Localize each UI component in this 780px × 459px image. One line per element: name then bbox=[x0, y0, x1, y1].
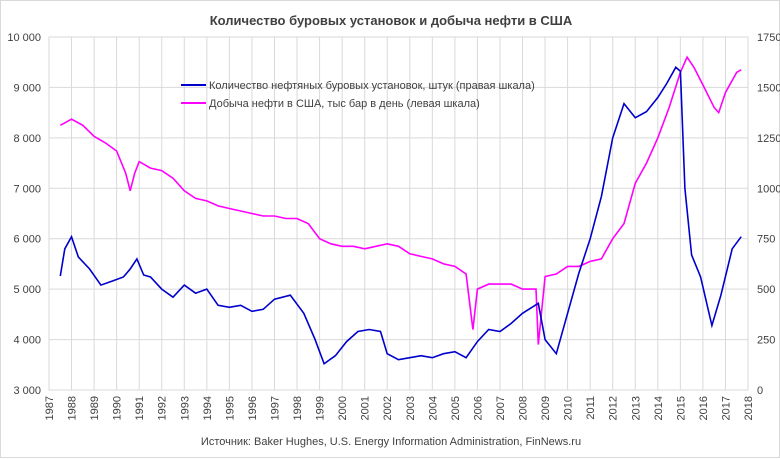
x-tick-label: 1998 bbox=[292, 396, 304, 420]
x-tick-label: 2003 bbox=[405, 396, 417, 420]
y-right-tick-label: 1000 bbox=[757, 183, 780, 195]
y-left-tick-label: 5 000 bbox=[13, 284, 41, 296]
x-tick-label: 1994 bbox=[202, 396, 214, 420]
y-right-tick-label: 1250 bbox=[757, 133, 780, 145]
series-line-rigs bbox=[59, 66, 742, 366]
x-tick-label: 1987 bbox=[44, 396, 56, 420]
y-right-tick-label: 1750 bbox=[757, 32, 780, 44]
x-tick-label: 1995 bbox=[224, 396, 236, 420]
x-tick-label: 2006 bbox=[472, 396, 484, 420]
x-tick-label: 2011 bbox=[585, 396, 597, 420]
y-left-tick-label: 7 000 bbox=[13, 183, 41, 195]
chart-title: Количество буровых установок и добыча не… bbox=[210, 13, 573, 28]
x-tick-label: 1996 bbox=[247, 396, 259, 420]
x-tick-label: 2013 bbox=[630, 396, 642, 420]
x-tick-label: 1993 bbox=[179, 396, 191, 420]
y-left-tick-label: 9 000 bbox=[13, 82, 41, 94]
y-right-tick-label: 750 bbox=[757, 234, 775, 246]
x-tick-label: 1991 bbox=[134, 396, 146, 420]
x-tick-label: 2016 bbox=[698, 396, 710, 420]
x-tick-label: 2000 bbox=[337, 396, 349, 420]
legend-label: Количество нефтяных буровых установок, ш… bbox=[209, 80, 535, 92]
x-tick-label: 2008 bbox=[518, 396, 530, 420]
x-tick-label: 1988 bbox=[67, 396, 79, 420]
x-tick-label: 2017 bbox=[720, 396, 732, 420]
x-tick-label: 2018 bbox=[743, 396, 755, 420]
x-tick-label: 1989 bbox=[89, 396, 101, 420]
y-right-tick-label: 250 bbox=[757, 335, 775, 347]
x-tick-label: 2005 bbox=[450, 396, 462, 420]
y-right-tick-label: 1500 bbox=[757, 82, 780, 94]
y-left-tick-label: 10 000 bbox=[7, 32, 41, 44]
x-tick-label: 2012 bbox=[608, 396, 620, 420]
x-tick-label: 2004 bbox=[427, 396, 439, 420]
x-tick-label: 1999 bbox=[315, 396, 327, 420]
x-tick-label: 1990 bbox=[112, 396, 124, 420]
x-tick-label: 2009 bbox=[540, 396, 552, 420]
x-tick-label: 1997 bbox=[269, 396, 281, 420]
x-tick-label: 2007 bbox=[495, 396, 507, 420]
series-line-oil-production bbox=[59, 55, 742, 345]
x-tick-label: 1992 bbox=[157, 396, 169, 420]
x-tick-label: 2015 bbox=[675, 396, 687, 420]
x-tick-label: 2002 bbox=[382, 396, 394, 420]
y-right-tick-label: 500 bbox=[757, 284, 775, 296]
x-tick-label: 2010 bbox=[563, 396, 575, 420]
y-left-tick-label: 6 000 bbox=[13, 234, 41, 246]
y-left-tick-label: 3 000 bbox=[13, 385, 41, 397]
x-tick-label: 2001 bbox=[360, 396, 372, 420]
source-note: Источник: Baker Hughes, U.S. Energy Info… bbox=[201, 436, 581, 448]
y-left-tick-label: 4 000 bbox=[13, 335, 41, 347]
legend-label: Добыча нефти в США, тыс бар в день (лева… bbox=[209, 98, 480, 110]
y-right-tick-label: 0 bbox=[757, 385, 763, 397]
x-tick-label: 2014 bbox=[653, 396, 665, 420]
y-left-tick-label: 8 000 bbox=[13, 133, 41, 145]
